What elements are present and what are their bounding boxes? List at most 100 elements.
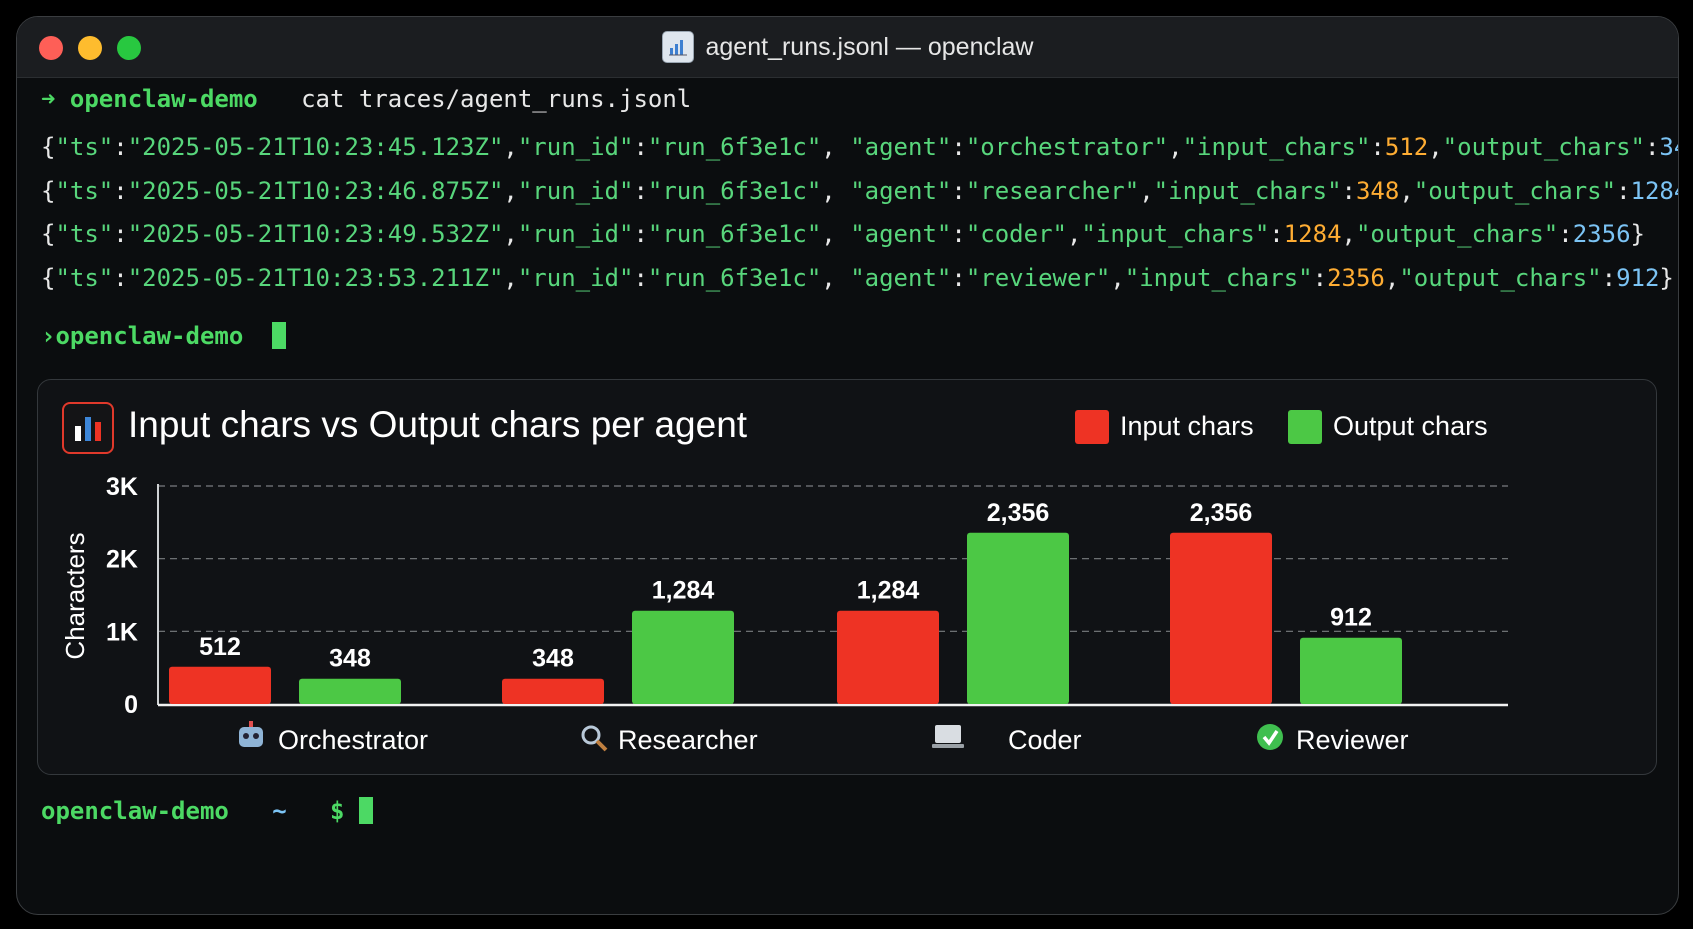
json-punct: "ts": [55, 177, 114, 205]
json-punct: "agent": [850, 133, 952, 161]
json-punct: ": [488, 264, 504, 292]
json-punct: :: [633, 264, 648, 292]
json-punct: :: [1644, 133, 1660, 161]
prompt-line: ›openclaw-demo: [41, 322, 287, 350]
json-punct: :: [113, 220, 128, 248]
json-punct: ,: [1168, 133, 1183, 161]
legend-output-label: Output chars: [1333, 411, 1488, 441]
json-ts-value: 2025-05-21T10:23:45.123Z: [142, 133, 489, 161]
json-punct: ": [806, 177, 822, 205]
json-agent-value: coder: [980, 220, 1053, 248]
check-mark-icon: [1257, 724, 1283, 750]
json-punct: ": [488, 133, 504, 161]
json-run-id-value: run_6f3e1c: [662, 220, 807, 248]
json-punct: ": [965, 133, 981, 161]
lens: [581, 725, 601, 745]
prompt-directory: openclaw-demo: [69, 85, 258, 113]
json-punct: ,: [1066, 220, 1082, 248]
output-bar: [632, 610, 734, 704]
json-punct: "output_chars": [1355, 220, 1559, 248]
json-punct: ": [647, 177, 663, 205]
laptop-base: [932, 744, 964, 748]
json-line: {"ts":"2025-05-21T10:23:53.211Z","run_id…: [41, 264, 1674, 292]
zoom-button[interactable]: [117, 36, 141, 60]
json-punct: "input_chars": [1153, 177, 1342, 205]
json-punct: :: [633, 220, 648, 248]
text-cursor: [272, 322, 287, 349]
json-punct: ": [127, 220, 143, 248]
json-punct: ,: [503, 177, 518, 205]
json-run-id-value: run_6f3e1c: [662, 133, 807, 161]
bar-chart-icon: [62, 402, 114, 454]
json-punct: {: [41, 264, 56, 292]
chart-panel: Input chars vs Output chars per agent In…: [37, 379, 1657, 775]
json-punct: ,: [821, 177, 851, 205]
data-label: 1,284: [652, 577, 715, 605]
y-axis-label: Characters: [60, 532, 90, 659]
bar-chart-icon: [661, 31, 694, 63]
robot-eye: [253, 733, 259, 739]
json-punct: ": [965, 264, 981, 292]
json-punct: "input_chars": [1081, 220, 1270, 248]
x-category-label: Reviewer: [1296, 725, 1409, 755]
json-punct: ,: [503, 133, 518, 161]
json-input-chars-value: 348: [1355, 177, 1400, 205]
input-bar: [502, 678, 604, 704]
json-punct: ": [127, 177, 143, 205]
json-punct: :: [1616, 177, 1631, 205]
json-run-id-value: run_6f3e1c: [662, 177, 807, 205]
json-punct: ,: [1341, 220, 1356, 248]
json-punct: "output_chars": [1442, 133, 1645, 161]
close-button[interactable]: [39, 36, 63, 60]
json-punct: :: [951, 264, 966, 292]
json-punct: "ts": [55, 220, 114, 248]
json-punct: ": [806, 220, 822, 248]
data-label: 1,284: [857, 577, 920, 605]
terminal-window: agent_runs.jsonl — openclaw ➜ openclaw-d…: [16, 16, 1679, 915]
prompt-line-3: openclaw-demo ~ $: [41, 797, 373, 825]
input-bar: [837, 610, 939, 704]
json-punct: :: [113, 177, 128, 205]
json-punct: ": [1124, 177, 1140, 205]
laptop-code-icon: [932, 725, 964, 748]
json-punct: ": [1052, 220, 1067, 248]
chart-title: Input chars vs Output chars per agent: [128, 404, 748, 445]
command-text: cat traces/agent_runs.jsonl: [301, 85, 692, 113]
json-output-chars-value: 2356: [1572, 220, 1631, 248]
json-punct: ,: [821, 133, 851, 161]
robot-head: [239, 727, 263, 747]
json-punct: ": [647, 133, 663, 161]
y-tick-label: 1K: [106, 618, 138, 646]
y-tick-label: 0: [124, 691, 138, 719]
json-punct: "output_chars": [1413, 177, 1617, 205]
input-bar: [1170, 532, 1272, 704]
json-punct: ": [488, 220, 504, 248]
json-punct: "run_id": [517, 264, 634, 292]
json-ts-value: 2025-05-21T10:23:46.875Z: [142, 177, 489, 205]
x-category-label: Orchestrator: [278, 725, 428, 755]
legend-input-swatch: [1075, 410, 1109, 444]
json-punct: ,: [1139, 177, 1154, 205]
json-punct: :: [113, 133, 128, 161]
json-punct: ,: [821, 264, 851, 292]
json-ts-value: 2025-05-21T10:23:49.532Z: [142, 220, 489, 248]
json-punct: ,: [1428, 133, 1443, 161]
json-punct: "agent": [850, 264, 952, 292]
data-label: 912: [1330, 604, 1372, 632]
json-output-chars-value: 912: [1616, 264, 1660, 292]
handle: [595, 739, 608, 752]
json-punct: ": [1095, 264, 1111, 292]
minimize-button[interactable]: [78, 36, 102, 60]
json-punct: ": [488, 177, 504, 205]
window-title-wrap: agent_runs.jsonl — openclaw: [17, 17, 1678, 77]
json-input-chars-value: 2356: [1327, 264, 1385, 292]
bar-chart: 0 1K 2K 3K Characters 512 348 1,284 2,356 348 1,2…: [60, 473, 1508, 755]
json-punct: ": [806, 133, 822, 161]
json-punct: ": [127, 264, 143, 292]
title-bar: agent_runs.jsonl — openclaw: [17, 17, 1678, 78]
prompt-directory-2: ›openclaw-demo: [41, 322, 244, 350]
json-line: {"ts":"2025-05-21T10:23:45.123Z","run_id…: [41, 133, 1678, 161]
robot-eye: [243, 733, 249, 739]
json-punct: ,: [1110, 264, 1125, 292]
robot-antenna: [249, 721, 253, 727]
